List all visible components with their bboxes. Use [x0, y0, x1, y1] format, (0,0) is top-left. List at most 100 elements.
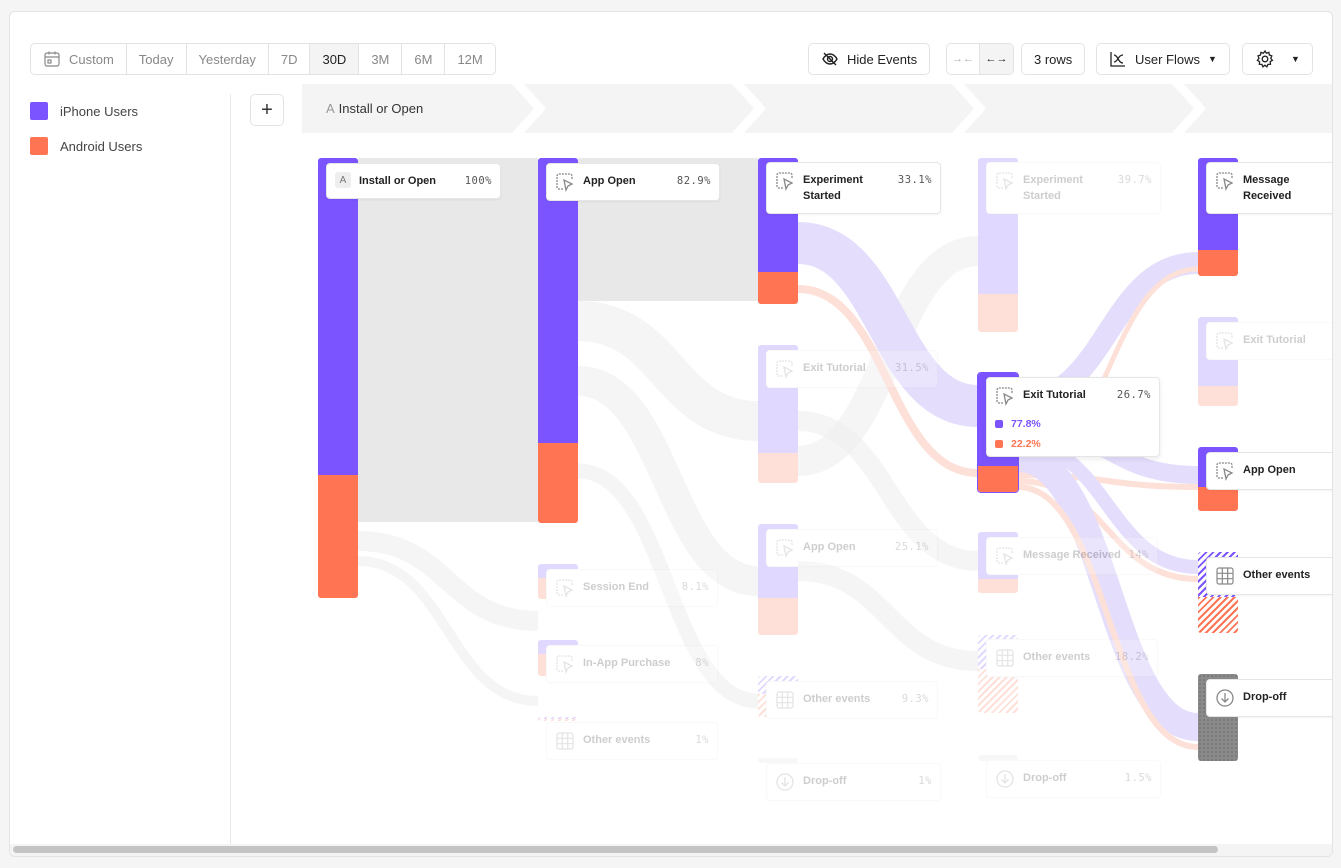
- flow-experiment-to-exit-tutorial-iphone: [796, 222, 980, 427]
- expand-width-button[interactable]: ←→: [980, 44, 1013, 74]
- collapse-width-button[interactable]: →←: [947, 44, 980, 74]
- date-range-6m[interactable]: 6M: [402, 44, 446, 74]
- legend-item-iphone[interactable]: iPhone Users: [30, 102, 138, 120]
- date-range-today[interactable]: Today: [127, 44, 187, 74]
- step-header-1: [302, 84, 534, 133]
- android-segment: [1198, 250, 1238, 276]
- hide-events-label: Hide Events: [847, 51, 918, 67]
- node-bar[interactable]: [978, 158, 1018, 332]
- iphone-segment: [758, 524, 798, 598]
- node-card[interactable]: Message Received 14%: [986, 537, 1158, 575]
- android-segment: [1198, 597, 1238, 633]
- node-label: Other events: [803, 693, 871, 705]
- arrow-down-circle-icon: [995, 769, 1015, 789]
- grid-icon: [775, 690, 795, 710]
- android-segment: [978, 669, 1018, 713]
- node-bar[interactable]: [758, 758, 798, 763]
- node-card[interactable]: A Install or Open 100%: [326, 163, 501, 199]
- iphone-segment: [758, 676, 798, 694]
- settings-dropdown[interactable]: ▼: [1242, 43, 1313, 75]
- node-bar[interactable]: [978, 532, 1018, 593]
- gear-icon: [1256, 49, 1274, 68]
- node-card[interactable]: Other events 9.3%: [766, 681, 938, 719]
- view-dropdown[interactable]: User Flows ▼: [1096, 43, 1230, 75]
- date-range-custom[interactable]: Custom: [31, 44, 127, 74]
- node-label: Install or Open: [359, 175, 437, 187]
- cursor-click-icon: [555, 578, 575, 598]
- node-bar[interactable]: [978, 755, 1018, 761]
- iphone-segment: [318, 158, 358, 475]
- chevron-down-icon: ▼: [1291, 54, 1300, 64]
- add-step-button[interactable]: +: [250, 94, 284, 126]
- step-header-5: [1184, 84, 1332, 133]
- date-range-3m[interactable]: 3M: [359, 44, 403, 74]
- background-flow: [357, 556, 539, 706]
- node-card[interactable]: App Open: [1206, 452, 1332, 490]
- date-range-12m[interactable]: 12M: [445, 44, 494, 74]
- background-flow: [797, 561, 979, 671]
- horizontal-scrollbar[interactable]: [10, 844, 1332, 856]
- iphone-segment: [978, 158, 1018, 294]
- node-card[interactable]: Other events 18.2%: [986, 639, 1158, 677]
- step-label[interactable]: A Install or Open: [326, 101, 423, 116]
- background-flow: [576, 301, 760, 441]
- node-label: App Open: [1243, 464, 1296, 476]
- node-label: Other events: [583, 734, 651, 746]
- legend-swatch: [30, 102, 48, 120]
- node-bar[interactable]: [318, 158, 358, 598]
- calendar-icon: [44, 51, 60, 67]
- node-card[interactable]: Drop-off: [1206, 679, 1332, 717]
- legend-item-android[interactable]: Android Users: [30, 137, 142, 155]
- node-card[interactable]: Session End 8.1%: [546, 569, 718, 607]
- node-label: Drop-off: [1023, 772, 1067, 784]
- node-bar[interactable]: [758, 345, 798, 483]
- node-bar[interactable]: [758, 524, 798, 635]
- date-range-label: 30D: [322, 51, 347, 67]
- date-range-30d[interactable]: 30D: [310, 44, 360, 74]
- cursor-click-icon: [1215, 331, 1235, 351]
- node-bar[interactable]: [538, 158, 578, 523]
- grid-icon: [555, 731, 575, 751]
- node-card[interactable]: Drop-off 1%: [766, 763, 941, 801]
- node-card[interactable]: App Open 82.9%: [546, 163, 720, 201]
- node-label: Drop-off: [803, 775, 847, 787]
- android-segment: [538, 654, 578, 676]
- flow-experiment-to-exit-tutorial-android: [797, 285, 979, 477]
- node-card[interactable]: Exit Tutorial: [1206, 322, 1332, 360]
- node-bar[interactable]: [978, 635, 1018, 713]
- node-card[interactable]: Exit Tutorial 26.7% 77.8% 22.2%: [986, 377, 1160, 457]
- iphone-segment: [538, 564, 578, 578]
- node-bar[interactable]: [1198, 317, 1238, 406]
- android-segment: [978, 579, 1018, 593]
- hide-events-button[interactable]: Hide Events: [808, 43, 931, 75]
- scrollbar-thumb[interactable]: [13, 846, 1218, 853]
- android-segment: [538, 719, 578, 721]
- android-segment: [1198, 386, 1238, 406]
- node-card[interactable]: In-App Purchase 8%: [546, 645, 718, 683]
- android-segment: [758, 272, 798, 304]
- node-card[interactable]: Drop-off 1.5%: [986, 760, 1161, 798]
- legend-swatch: [30, 137, 48, 155]
- iphone-segment: [758, 345, 798, 453]
- date-range-selector: Custom Today Yesterday 7D 30D 3M 6M 12M: [30, 43, 496, 75]
- date-range-label: 6M: [414, 51, 433, 67]
- node-card[interactable]: App Open 25.1%: [766, 529, 938, 567]
- arrow-down-circle-icon: [1215, 688, 1235, 708]
- node-card[interactable]: Exit Tutorial 31.5%: [766, 350, 938, 388]
- rows-button[interactable]: 3 rows: [1021, 43, 1086, 75]
- iphone-segment: [538, 717, 578, 719]
- node-percent: 33.1%: [897, 174, 932, 186]
- node-card[interactable]: Experiment Started 33.1%: [766, 162, 941, 214]
- node-bar[interactable]: [538, 564, 578, 599]
- node-card[interactable]: Experiment Started 39.7%: [986, 162, 1161, 214]
- node-bar[interactable]: [758, 676, 798, 717]
- node-card[interactable]: Other events 1%: [546, 722, 718, 760]
- date-range-7d[interactable]: 7D: [269, 44, 311, 74]
- date-range-yesterday[interactable]: Yesterday: [187, 44, 269, 74]
- node-bar[interactable]: [538, 640, 578, 676]
- node-card[interactable]: Message Received: [1206, 162, 1332, 214]
- android-segment: [758, 598, 798, 635]
- node-card[interactable]: Other events: [1206, 557, 1332, 595]
- node-percent: 14%: [1128, 549, 1149, 561]
- node-bar[interactable]: [538, 717, 578, 721]
